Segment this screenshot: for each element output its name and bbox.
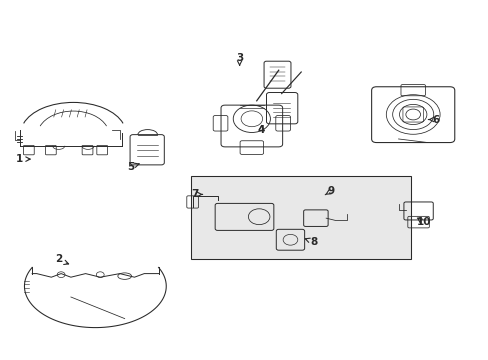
Text: 3: 3 bbox=[236, 53, 243, 63]
Text: 5: 5 bbox=[127, 162, 134, 172]
Text: 9: 9 bbox=[327, 186, 334, 196]
Text: 8: 8 bbox=[310, 237, 317, 247]
Text: 6: 6 bbox=[432, 114, 439, 125]
Text: 7: 7 bbox=[190, 189, 198, 199]
Text: 10: 10 bbox=[416, 217, 431, 228]
Text: 4: 4 bbox=[257, 125, 265, 135]
Bar bbox=[190, 176, 410, 259]
Text: 1: 1 bbox=[16, 154, 23, 164]
Text: 2: 2 bbox=[55, 254, 62, 264]
